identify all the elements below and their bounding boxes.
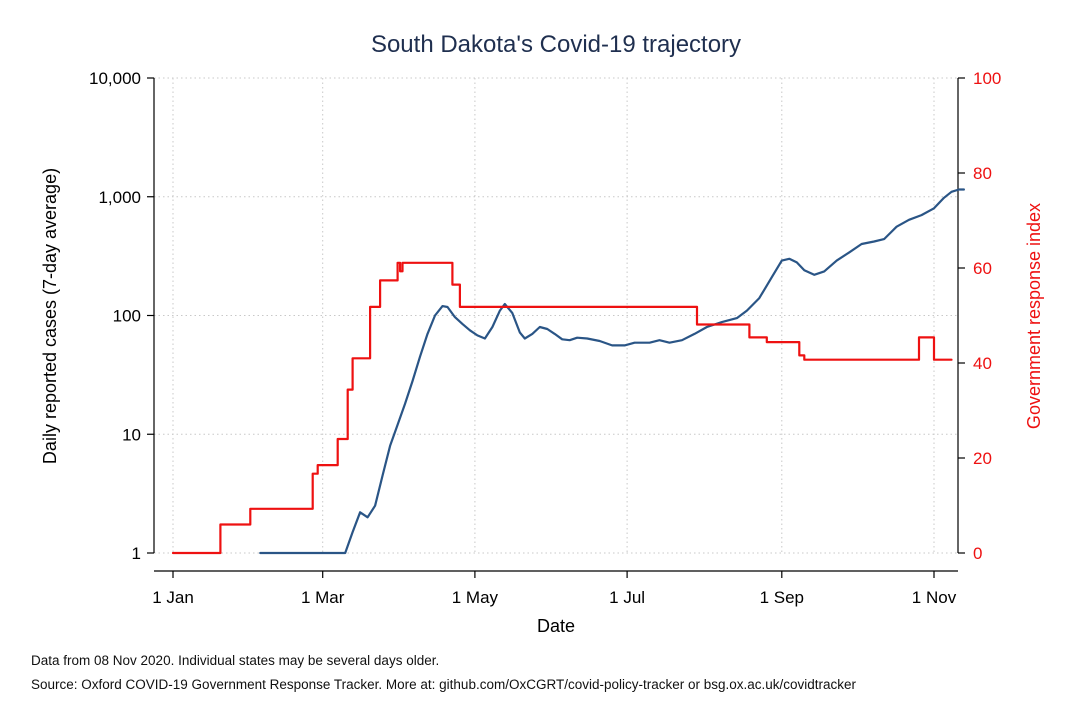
y-left-tick-label: 100 [113, 307, 141, 326]
y-left-tick-label: 1 [132, 544, 141, 563]
chart-title: South Dakota's Covid-19 trajectory [371, 31, 741, 58]
y-right-tick-label: 60 [973, 259, 992, 278]
series-line-response-index [171, 261, 953, 555]
x-tick-label: 1 May [452, 588, 499, 607]
y-right-tick-label: 40 [973, 354, 992, 373]
y-right-tick-label: 0 [973, 544, 982, 563]
x-axis-label: Date [537, 616, 575, 636]
y-left-tick-label: 10 [122, 425, 141, 444]
grid-layer [154, 77, 958, 554]
x-tick-label: 1 Sep [760, 588, 804, 607]
footnote-source: Source: Oxford COVID-19 Government Respo… [31, 677, 857, 692]
footnote-data-date: Data from 08 Nov 2020. Individual states… [31, 653, 440, 668]
x-tick-label: 1 Jul [609, 588, 645, 607]
series-layer [171, 188, 965, 555]
ticks-layer: 1 10 100 1,000 10,000 1 Jan 1 Mar 1 May 1 Jul 1 S… [89, 69, 1001, 607]
x-tick-label: 1 Jan [152, 588, 194, 607]
y-left-tick-label: 10,000 [89, 69, 141, 88]
y-left-tick-label: 1,000 [98, 188, 141, 207]
x-tick-label: 1 Nov [912, 588, 957, 607]
y-axis-label-right: Government response index [1024, 203, 1044, 429]
y-right-tick-label: 20 [973, 449, 992, 468]
y-axis-label-left: Daily reported cases (7-day average) [40, 168, 60, 464]
x-tick-label: 1 Mar [301, 588, 345, 607]
series-line-cases [259, 188, 965, 555]
y-right-tick-label: 100 [973, 69, 1001, 88]
y-right-tick-label: 80 [973, 164, 992, 183]
